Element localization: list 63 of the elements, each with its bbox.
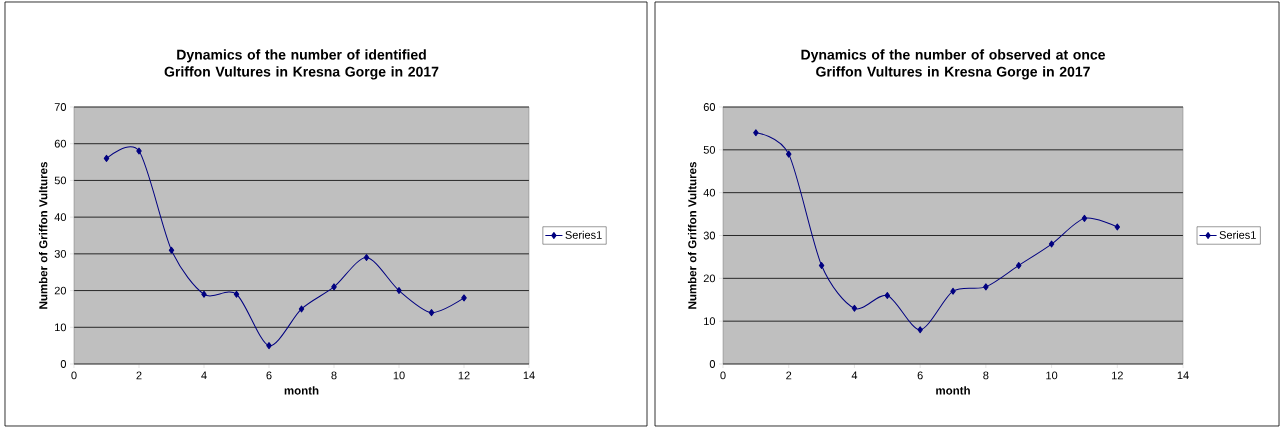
y-tick-label: 60: [54, 139, 67, 148]
x-tick-label: 12: [1112, 371, 1123, 380]
y-tick-label: 10: [55, 323, 67, 332]
x-tick-label: 10: [1046, 371, 1058, 380]
point: [396, 287, 402, 295]
y-axis-title: Number of Griffon Vultures: [687, 162, 697, 309]
y-tick-label: 20: [54, 286, 67, 295]
point: [950, 287, 956, 295]
point: [266, 342, 272, 350]
x-tick-label: 0: [720, 371, 726, 380]
chart-title: Dynamics of the number of observed at once Griffon Vultures in Kresna Gorge in 2017: [801, 49, 1105, 80]
point: [136, 147, 142, 155]
x-tick-label: 6: [917, 371, 923, 380]
point: [331, 283, 337, 291]
point: [785, 150, 792, 158]
y-tick-label: 50: [54, 176, 67, 185]
point: [298, 305, 305, 313]
point: [461, 294, 467, 302]
x-tick-label: 2: [136, 371, 142, 380]
y-tick-label: 0: [709, 360, 716, 368]
point: [1048, 240, 1055, 248]
point: [851, 304, 858, 312]
y-tick-label: 30: [703, 231, 716, 240]
x-axis-title: month: [936, 386, 970, 395]
x-tick-label: 14: [1177, 371, 1189, 380]
y-tick-label: 40: [703, 188, 716, 197]
x-tick-label: 4: [851, 371, 858, 380]
y-axis-title: Number of Griffon Vultures: [38, 162, 48, 309]
y-tick-label: 70: [54, 103, 67, 111]
x-tick-label: 2: [786, 371, 792, 380]
x-tick-label: 0: [71, 371, 77, 380]
x-tick-label: 10: [393, 371, 405, 380]
x-axis-title: month: [284, 386, 319, 395]
point: [884, 291, 891, 299]
point: [917, 326, 923, 334]
y-tick-label: 0: [60, 360, 67, 368]
x-tick-label: 6: [266, 371, 272, 380]
point: [233, 290, 240, 298]
y-tick-label: 30: [54, 249, 67, 258]
x-tick-label: 8: [331, 371, 337, 380]
point: [1015, 261, 1022, 269]
y-tick-label: 20: [703, 274, 716, 283]
legend-label: Series1: [565, 230, 602, 239]
chart-title: Dynamics of the number of identified Griffon Vultures in Kresna Gorge in 2017: [164, 49, 439, 80]
x-tick-label: 14: [523, 371, 535, 380]
x-tick-label: 12: [458, 371, 470, 380]
y-tick-label: 10: [704, 317, 716, 326]
point: [983, 283, 989, 291]
legend-label: Series1: [1219, 230, 1256, 239]
x-tick-label: 8: [983, 371, 989, 380]
point: [168, 246, 175, 254]
point: [103, 154, 110, 162]
point: [428, 309, 435, 317]
y-tick-label: 50: [703, 145, 716, 154]
point: [1114, 223, 1121, 231]
point: [201, 290, 207, 298]
y-tick-label: 60: [703, 103, 716, 111]
x-tick-label: 4: [201, 371, 207, 380]
y-tick-label: 40: [54, 213, 67, 222]
point: [1081, 214, 1088, 222]
point: [753, 129, 759, 137]
point: [363, 254, 370, 262]
point: [818, 261, 825, 269]
